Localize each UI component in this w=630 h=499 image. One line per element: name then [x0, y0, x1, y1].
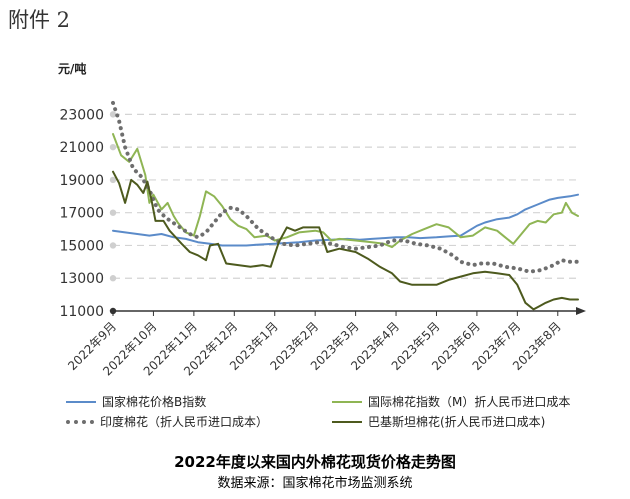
y-tick-label: 17000 [59, 206, 104, 222]
attachment-label: 附件 2 [8, 8, 71, 32]
chart-title: 2022年度以来国内外棉花现货价格走势图 [174, 453, 456, 471]
series-line [112, 193, 579, 247]
x-axis-arrow [576, 307, 586, 315]
y-axis-tick-dot [109, 176, 117, 184]
legend-swatch [66, 400, 96, 403]
legend-label: 印度棉花（折人民币进口成本） [100, 415, 269, 429]
legend-swatch [332, 420, 362, 423]
y-axis-tick-dot [109, 143, 117, 151]
y-tick-label: 15000 [59, 238, 104, 254]
y-axis-tick-dot [109, 209, 117, 216]
legend-item-international-index: 国际棉花指数（M）折人民币进口成本 [332, 393, 570, 410]
legend-label: 巴基斯坦棉花(折人民币进口成本) [368, 415, 546, 429]
y-axis-unit-label: 元/吨 [58, 62, 87, 76]
y-axis-tick-dot [109, 242, 117, 249]
y-tick-label: 11000 [59, 304, 104, 320]
legend-item-india: 印度棉花（折人民币进口成本） [66, 413, 268, 430]
y-tick-label: 23000 [59, 107, 104, 123]
y-tick-label: 13000 [59, 271, 104, 287]
y-tick-label: 19000 [59, 173, 104, 189]
series-line [112, 170, 579, 311]
y-axis-tick-dot [109, 111, 117, 118]
legend-label: 国家棉花价格B指数 [102, 395, 207, 409]
legend-swatch [332, 400, 362, 403]
legend-item-b-index: 国家棉花价格B指数 [66, 393, 206, 410]
series-line [112, 133, 579, 249]
legend-label: 国际棉花指数（M）折人民币进口成本 [368, 395, 571, 409]
legend-item-pakistan: 巴基斯坦棉花(折人民币进口成本) [332, 413, 545, 430]
y-axis-tick-dot [109, 275, 117, 282]
series-line [111, 100, 580, 274]
data-source: 数据来源：国家棉花市场监测系统 [217, 476, 413, 491]
legend-swatch [66, 419, 94, 424]
y-tick-label: 21000 [59, 140, 104, 156]
